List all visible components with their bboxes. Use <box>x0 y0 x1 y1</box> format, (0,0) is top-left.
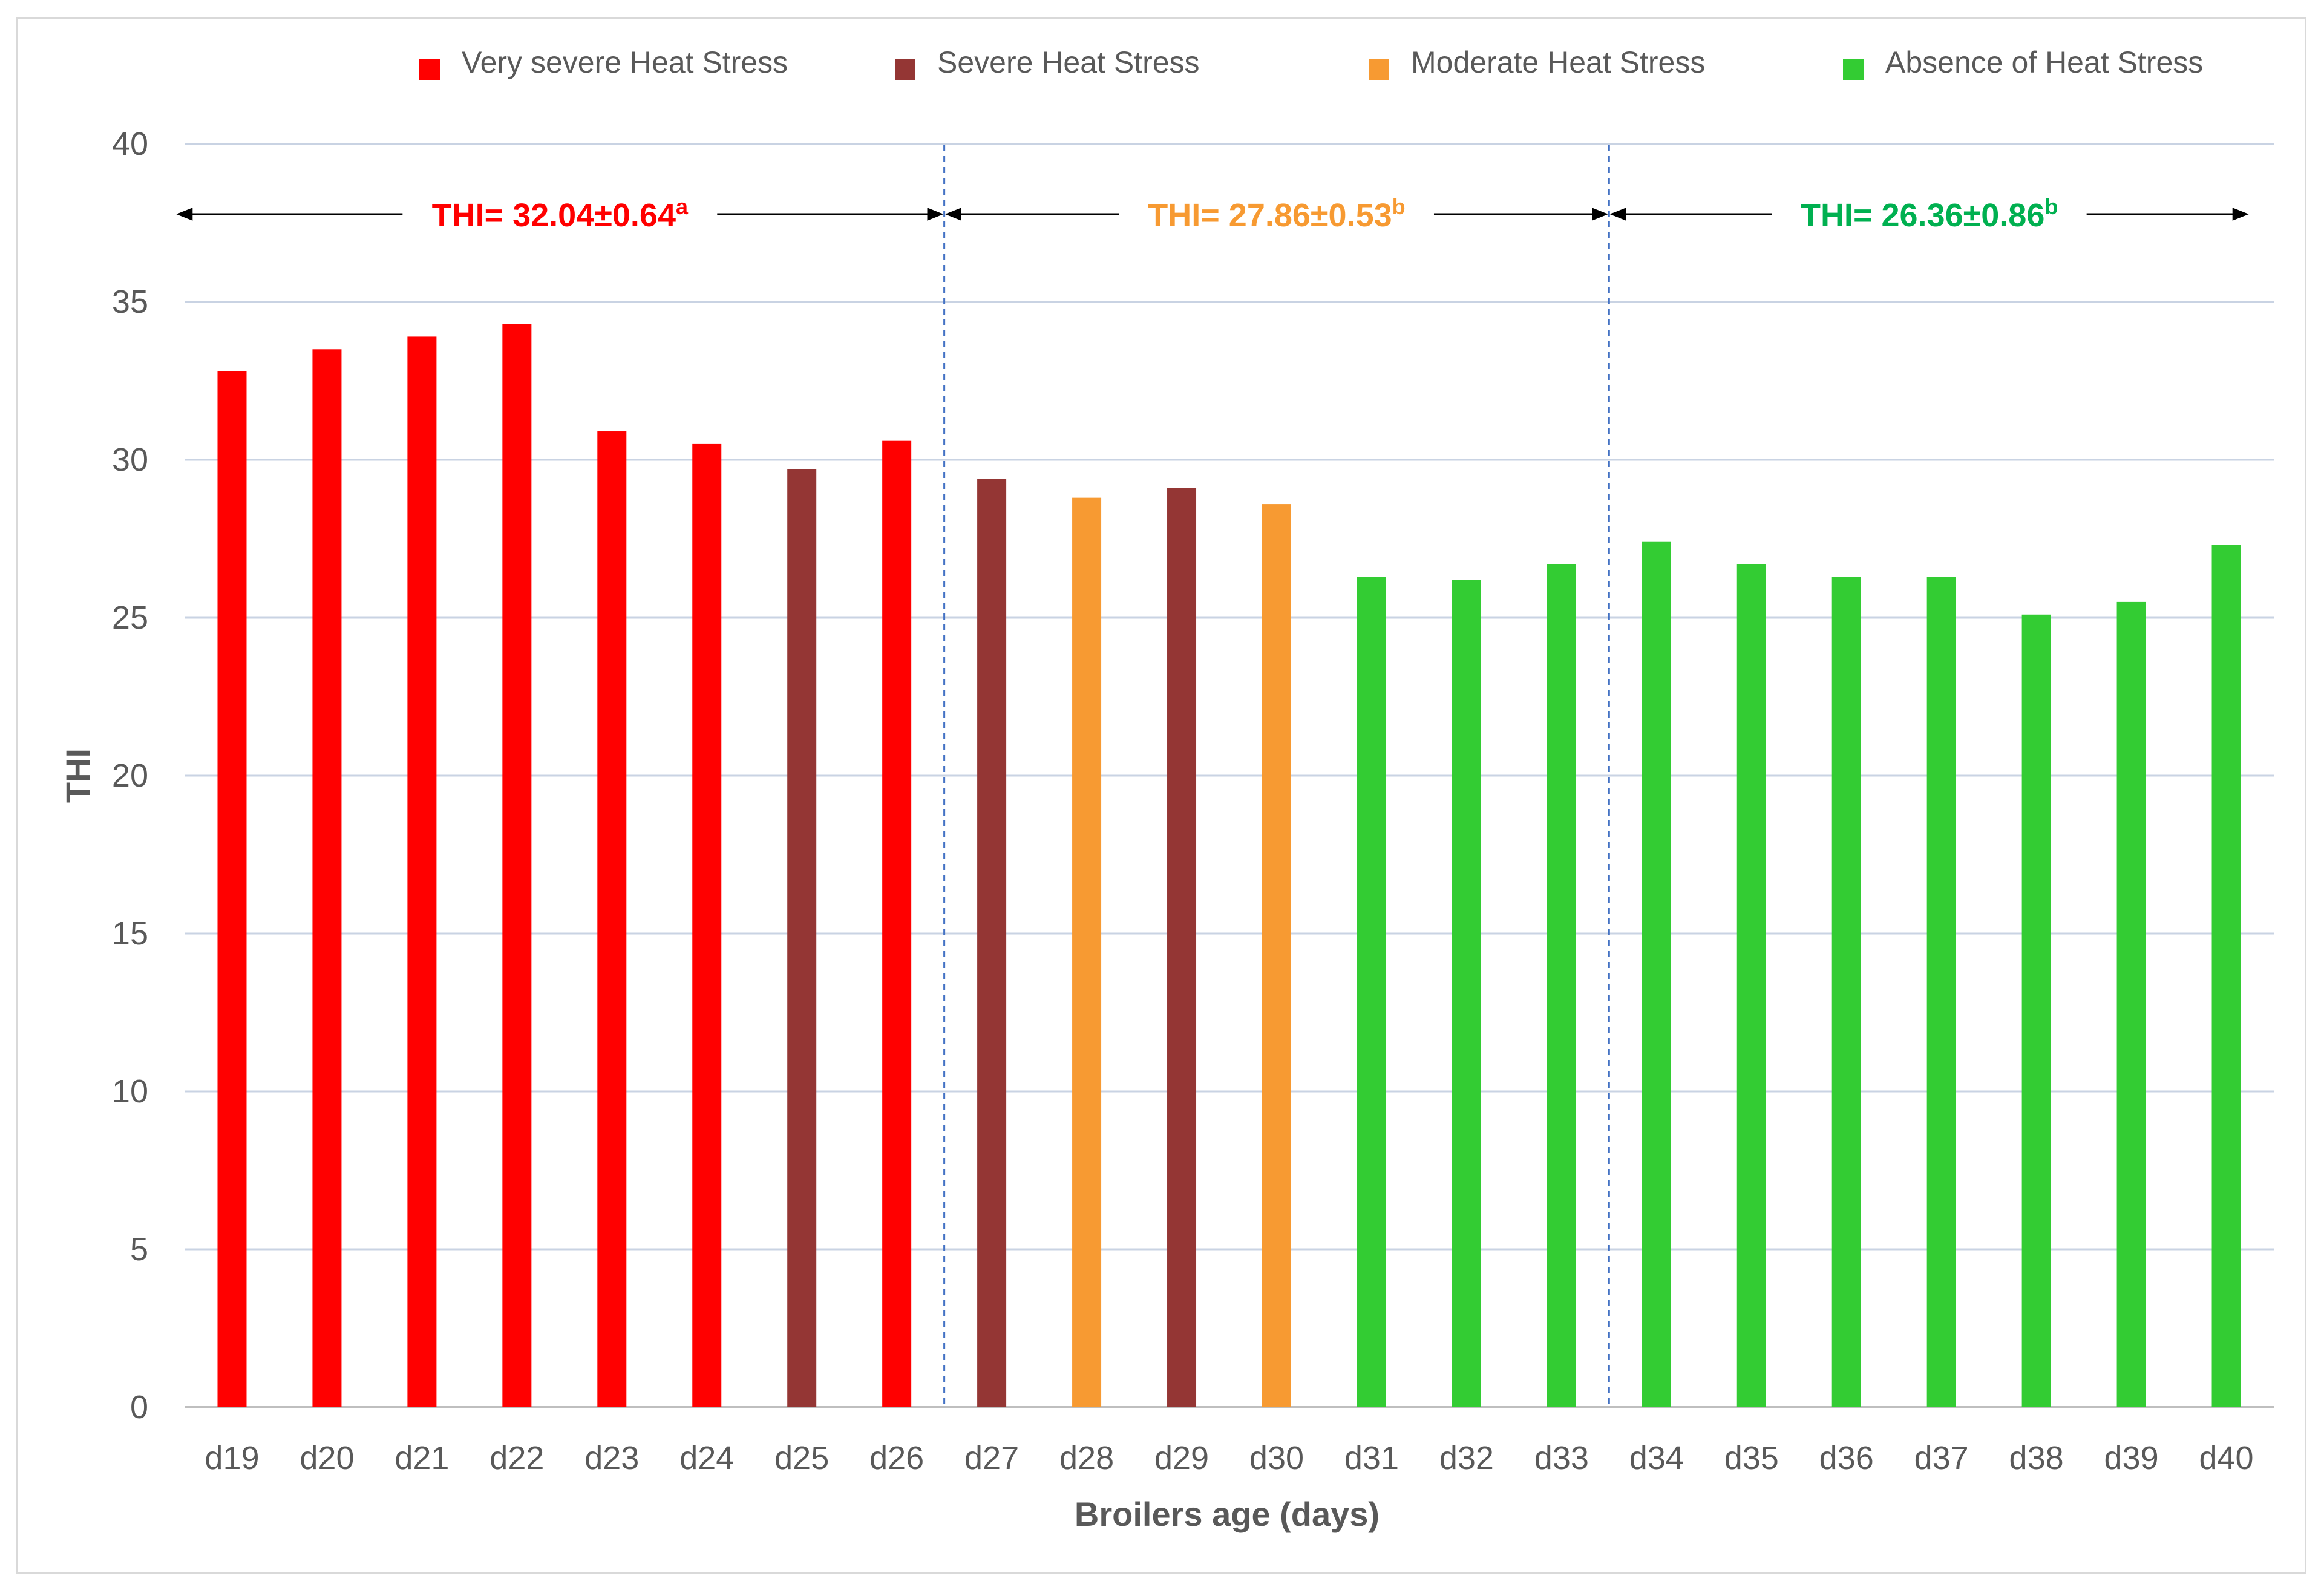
x-tick-label: d32 <box>1439 1440 1494 1476</box>
period-label-superscript: b <box>1392 194 1406 219</box>
legend-label: Severe Heat Stress <box>937 45 1200 79</box>
bar-d24 <box>692 443 722 1407</box>
bar-d25 <box>787 469 817 1408</box>
y-tick-label: 20 <box>112 757 148 794</box>
y-tick-label: 30 <box>112 442 148 478</box>
bar-d39 <box>2116 601 2146 1407</box>
bar-d30 <box>1262 504 1291 1407</box>
bar-d27 <box>977 479 1007 1407</box>
legend-swatch-very_severe <box>419 59 440 80</box>
legend-swatch-moderate <box>1369 59 1389 80</box>
bar-d35 <box>1736 564 1766 1407</box>
x-tick-label: d36 <box>1819 1440 1874 1476</box>
bars <box>217 324 2241 1408</box>
y-tick-label: 5 <box>130 1231 148 1267</box>
bar-d21 <box>407 336 437 1408</box>
y-tick-label: 15 <box>112 915 148 952</box>
bar-d32 <box>1452 580 1481 1407</box>
x-tick-label: d33 <box>1534 1440 1589 1476</box>
legend: Very severe Heat Stress Severe Heat Stres… <box>419 45 2203 80</box>
bar-d37 <box>1926 577 1956 1407</box>
bar-d20 <box>312 349 342 1407</box>
x-tick-label: d30 <box>1249 1440 1304 1476</box>
x-tick-label: d31 <box>1344 1440 1399 1476</box>
bar-d26 <box>882 440 912 1408</box>
x-tick-label: d39 <box>2104 1440 2159 1476</box>
bar-d19 <box>217 371 247 1407</box>
period-label: THI= 32.04±0.64a <box>432 194 689 234</box>
x-tick-label: d28 <box>1059 1440 1114 1476</box>
legend-swatch-absence <box>1843 59 1864 80</box>
gridlines <box>185 143 2274 1408</box>
bar-d28 <box>1072 497 1102 1407</box>
period-label-superscript: a <box>676 194 689 219</box>
x-tick-label: d29 <box>1154 1440 1209 1476</box>
bar-d36 <box>1831 577 1861 1407</box>
period-label-superscript: b <box>2044 194 2058 219</box>
period-dividers <box>943 145 1610 1407</box>
y-tick-label: 10 <box>112 1073 148 1110</box>
bar-d40 <box>2211 545 2241 1408</box>
x-tick-label: d19 <box>205 1440 259 1476</box>
bar-d29 <box>1167 488 1197 1407</box>
bar-d33 <box>1547 564 1576 1407</box>
x-axis-ticks: d19 d20 d21 d22 d23 d24 d25 d26 d27 d28 d29 d30 d31 d… <box>205 1440 2253 1476</box>
x-tick-label: d24 <box>679 1440 734 1476</box>
bar-d23 <box>597 431 627 1407</box>
period-label: THI= 27.86±0.53b <box>1148 194 1405 234</box>
x-tick-label: d26 <box>869 1440 924 1476</box>
legend-label: Moderate Heat Stress <box>1411 45 1705 79</box>
x-tick-label: d40 <box>2199 1440 2253 1476</box>
x-tick-label: d21 <box>394 1440 449 1476</box>
x-axis-title: Broilers age (days) <box>1075 1495 1380 1533</box>
bar-d38 <box>2021 614 2051 1407</box>
bar-d31 <box>1357 577 1386 1407</box>
y-tick-label: 0 <box>130 1389 148 1425</box>
x-tick-label: d20 <box>300 1440 354 1476</box>
legend-label: Very severe Heat Stress <box>462 45 788 79</box>
y-tick-label: 35 <box>112 284 148 320</box>
bar-d22 <box>502 324 532 1407</box>
y-axis-title: THI <box>59 748 97 803</box>
period-label: THI= 26.36±0.86b <box>1801 194 2058 234</box>
legend-swatch-severe <box>895 59 915 80</box>
x-tick-label: d25 <box>774 1440 829 1476</box>
period-annotations: THI= 32.04±0.64a THI= 27.86±0.53b THI= 26.… <box>176 194 2249 234</box>
x-tick-label: d37 <box>1914 1440 1969 1476</box>
x-tick-label: d22 <box>489 1440 544 1476</box>
bar-d34 <box>1642 541 1671 1407</box>
y-tick-label: 25 <box>112 600 148 636</box>
chart-frame <box>16 17 2306 1574</box>
x-tick-label: d34 <box>1629 1440 1684 1476</box>
x-tick-label: d27 <box>964 1440 1019 1476</box>
x-tick-label: d35 <box>1724 1440 1779 1476</box>
x-tick-label: d38 <box>2009 1440 2064 1476</box>
y-axis-ticks: 0 5 10 15 20 25 30 35 40 <box>112 126 148 1425</box>
x-tick-label: d23 <box>584 1440 639 1476</box>
legend-label: Absence of Heat Stress <box>1885 45 2203 79</box>
y-tick-label: 40 <box>112 126 148 162</box>
